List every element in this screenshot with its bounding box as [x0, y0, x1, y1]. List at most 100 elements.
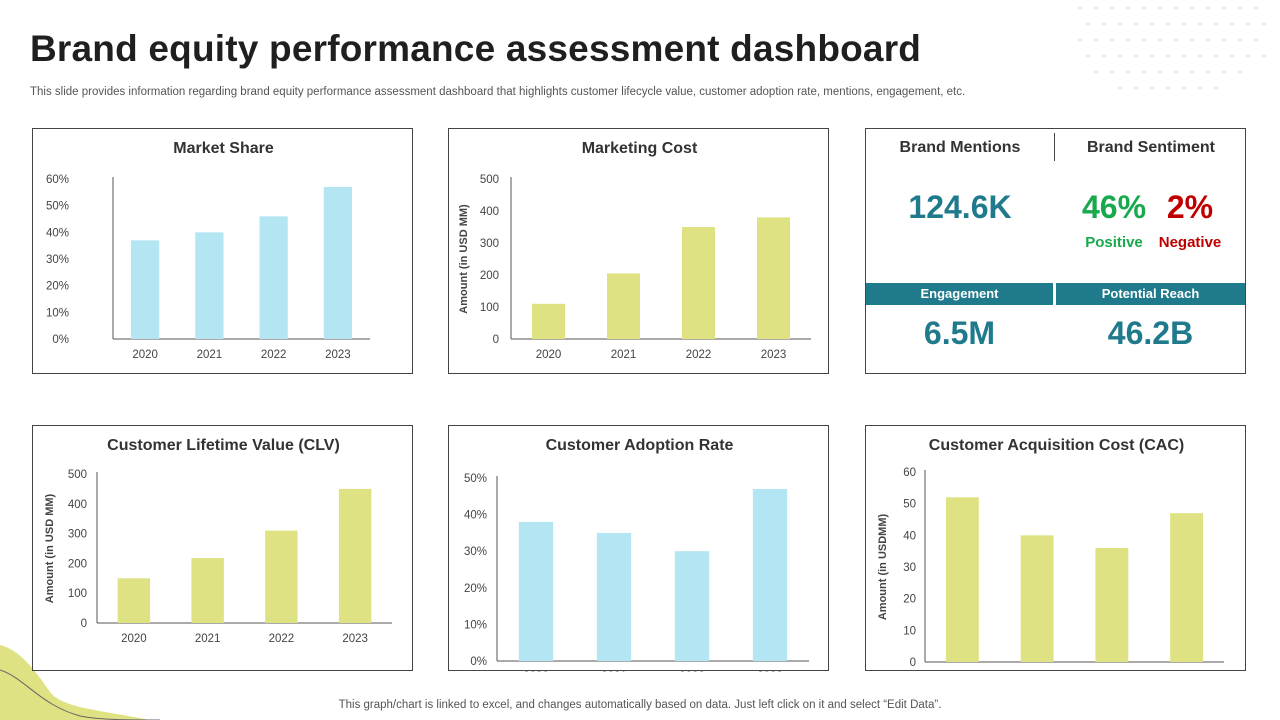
y-tick-label: 100 — [68, 588, 87, 600]
y-tick-label: 20% — [46, 281, 69, 293]
chart-title: Market Share — [173, 140, 274, 157]
x-tick-label: 2023 — [342, 633, 368, 645]
y-tick-label: 30 — [903, 562, 916, 574]
y-tick-label: 40% — [46, 227, 69, 239]
market-share-panel[interactable]: Market Share 0% 10% 20% 30% 40% 50% 60% 2020 2021… — [32, 128, 413, 374]
y-tick-label: 50 — [903, 499, 916, 511]
x-tick-label: 2021 — [601, 671, 627, 672]
engagement-value: 6.5M — [923, 315, 996, 351]
y-tick-label: 500 — [68, 469, 87, 481]
x-tick-label: 2022 — [261, 349, 287, 361]
x-tick-label: 2020 — [132, 349, 158, 361]
potential-reach-label: Potential Reach — [1056, 283, 1245, 305]
bar-2020[interactable] — [518, 521, 554, 661]
clv-panel[interactable]: Customer Lifetime Value (CLV) 0 100 200 300 4… — [32, 425, 413, 671]
y-tick-label: 30% — [464, 546, 487, 558]
x-tick-label: 2023 — [757, 671, 783, 672]
bar-2020[interactable] — [945, 497, 979, 662]
x-tick-label: 2021 — [195, 633, 221, 645]
bar-2021[interactable] — [607, 273, 640, 339]
y-axis-label: Amount (in USDMM) — [877, 514, 889, 621]
y-tick-label: 400 — [68, 499, 87, 511]
y-tick-label: 0% — [470, 656, 487, 668]
y-tick-label: 50% — [46, 201, 69, 213]
x-tick-label: 2020 — [523, 671, 549, 672]
y-tick-label: 200 — [480, 270, 499, 282]
x-tick-label: 2023 — [325, 349, 351, 361]
y-tick-label: 40 — [903, 530, 916, 542]
x-tick-label: 2022 — [269, 633, 295, 645]
bar-2020[interactable] — [117, 578, 151, 623]
cac-panel[interactable]: Customer Acquisition Cost (CAC) 0 10 20 30 40… — [865, 425, 1246, 671]
negative-sentiment-label: Negative — [1158, 234, 1222, 251]
y-tick-label: 50% — [464, 473, 487, 485]
chart-title: Customer Acquisition Cost (CAC) — [929, 437, 1184, 454]
y-tick-label: 20 — [903, 594, 916, 606]
bar-2021[interactable] — [195, 232, 224, 339]
potential-reach-value: 46.2B — [1107, 315, 1194, 351]
marketing-cost-panel[interactable]: Marketing Cost 0 100 200 300 400 500 2020 2021 20… — [448, 128, 829, 374]
bar-2023[interactable] — [323, 187, 353, 339]
bar-2022[interactable] — [259, 216, 288, 339]
positive-sentiment-value: 46% — [1081, 189, 1147, 225]
bar-2023[interactable] — [757, 217, 790, 339]
x-tick-label: 2020 — [536, 349, 562, 361]
page-subtitle: This slide provides information regardin… — [30, 86, 966, 98]
y-tick-label: 40% — [464, 510, 487, 522]
bar-2022[interactable] — [674, 551, 710, 661]
brand-mentions-label: Brand Mentions — [899, 139, 1021, 156]
y-tick-label: 10% — [46, 307, 69, 319]
y-tick-label: 30% — [46, 254, 69, 266]
bar-2020[interactable] — [130, 240, 160, 339]
y-tick-label: 0 — [493, 334, 499, 346]
engagement-label: Engagement — [866, 283, 1053, 305]
adoption-rate-chart: Customer Adoption Rate 0% 10% 20% 30% 40% 50% 2… — [464, 437, 809, 672]
marketing-cost-chart: Marketing Cost 0 100 200 300 400 500 2020 2021 20… — [458, 140, 811, 361]
chart-title: Customer Adoption Rate — [546, 437, 734, 454]
x-tick-label: 2021 — [611, 349, 637, 361]
y-tick-label: 300 — [480, 238, 499, 250]
y-tick-label: 500 — [480, 174, 499, 186]
y-tick-label: 0 — [910, 657, 916, 669]
kpi-divider — [1054, 133, 1055, 161]
x-tick-label: 2022 — [686, 349, 712, 361]
y-tick-label: 200 — [68, 558, 87, 570]
bar-2021[interactable] — [596, 532, 632, 661]
positive-sentiment-label: Positive — [1085, 234, 1143, 251]
y-axis-label: Amount (in USD MM) — [44, 493, 56, 603]
brand-sentiment-label: Brand Sentiment — [1086, 139, 1215, 156]
decorative-dots — [1078, 6, 1266, 90]
y-tick-label: 10 — [903, 625, 916, 637]
footer-note: This graph/chart is linked to excel, and… — [338, 699, 942, 711]
bar-2020[interactable] — [532, 303, 565, 339]
x-tick-label: 2020 — [121, 633, 147, 645]
y-tick-label: 400 — [480, 206, 499, 218]
y-tick-label: 10% — [464, 619, 487, 631]
y-tick-label: 0 — [81, 618, 87, 630]
y-tick-label: 60 — [903, 467, 916, 479]
clv-chart: Customer Lifetime Value (CLV) 0 100 200 300 4… — [44, 437, 392, 645]
x-tick-label: 2023 — [761, 349, 787, 361]
y-tick-label: 20% — [464, 583, 487, 595]
bar-2021[interactable] — [191, 558, 224, 623]
bar-2023[interactable] — [752, 488, 788, 661]
x-tick-label: 2021 — [197, 349, 223, 361]
market-share-chart: Market Share 0% 10% 20% 30% 40% 50% 60% 2020 2021… — [46, 140, 370, 361]
y-tick-label: 0% — [52, 334, 69, 346]
bar-2023[interactable] — [338, 488, 372, 623]
y-tick-label: 300 — [68, 529, 87, 541]
page-title: Brand equity performance assessment dash… — [30, 28, 922, 69]
x-tick-label: 2022 — [679, 671, 705, 672]
bar-2022[interactable] — [682, 227, 715, 339]
bar-2021[interactable] — [1020, 535, 1054, 662]
bar-2022[interactable] — [1095, 548, 1129, 662]
y-tick-label: 100 — [480, 302, 499, 314]
bar-2023[interactable] — [1170, 513, 1204, 662]
y-axis-label: Amount (in USD MM) — [458, 204, 470, 314]
cac-chart: Customer Acquisition Cost (CAC) 0 10 20 30 40… — [877, 437, 1224, 669]
kpi-panel: Brand Mentions Brand Sentiment 124.6K 46… — [865, 128, 1246, 374]
bar-2022[interactable] — [265, 530, 298, 623]
chart-title: Marketing Cost — [582, 140, 698, 157]
adoption-rate-panel[interactable]: Customer Adoption Rate 0% 10% 20% 30% 40% 50% 2… — [448, 425, 829, 672]
negative-sentiment-value: 2% — [1166, 189, 1214, 225]
